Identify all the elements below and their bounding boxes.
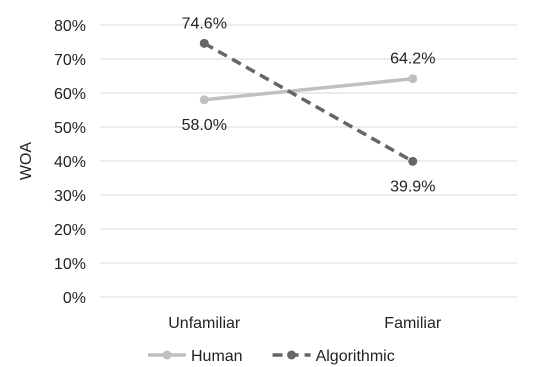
y-axis-label: WOA (18, 142, 35, 181)
y-tick-label: 40% (54, 154, 86, 171)
human-data-label: 64.2% (390, 51, 435, 68)
algorithmic-legend-label: Algorithmic (316, 348, 395, 365)
algorithmic-legend-marker (287, 350, 297, 360)
human-series-line (204, 76, 413, 102)
human-data-point (199, 95, 209, 105)
legend: Human Algorithmic (148, 348, 395, 365)
y-tick-label: 30% (54, 188, 86, 205)
series-lines (199, 38, 418, 166)
algorithmic-data-point (408, 156, 418, 166)
algorithmic-data-point (199, 38, 209, 48)
algorithmic-series-line (203, 41, 414, 163)
y-tick-label: 60% (54, 86, 86, 103)
human-data-point (408, 74, 418, 84)
algorithmic-data-label: 39.9% (390, 178, 435, 195)
x-tick-label: Unfamiliar (168, 315, 241, 332)
y-tick-label: 20% (54, 222, 86, 239)
x-axis-ticks: Unfamiliar Familiar (168, 315, 442, 332)
algorithmic-data-label: 74.6% (182, 15, 227, 32)
y-axis-ticks: 0% 10% 20% 30% 40% 50% 60% 70% 80% (54, 18, 86, 307)
x-tick-label: Familiar (384, 315, 442, 332)
human-data-label: 58.0% (182, 117, 227, 134)
y-tick-label: 70% (54, 52, 86, 69)
y-tick-label: 50% (54, 120, 86, 137)
human-legend-marker (162, 350, 172, 360)
human-legend-label: Human (191, 348, 243, 365)
data-labels: 58.0% 64.2% 74.6% 39.9% (182, 15, 436, 195)
y-tick-label: 10% (54, 256, 86, 273)
y-tick-label: 0% (63, 290, 86, 307)
gridlines (100, 24, 517, 298)
y-tick-label: 80% (54, 18, 86, 35)
